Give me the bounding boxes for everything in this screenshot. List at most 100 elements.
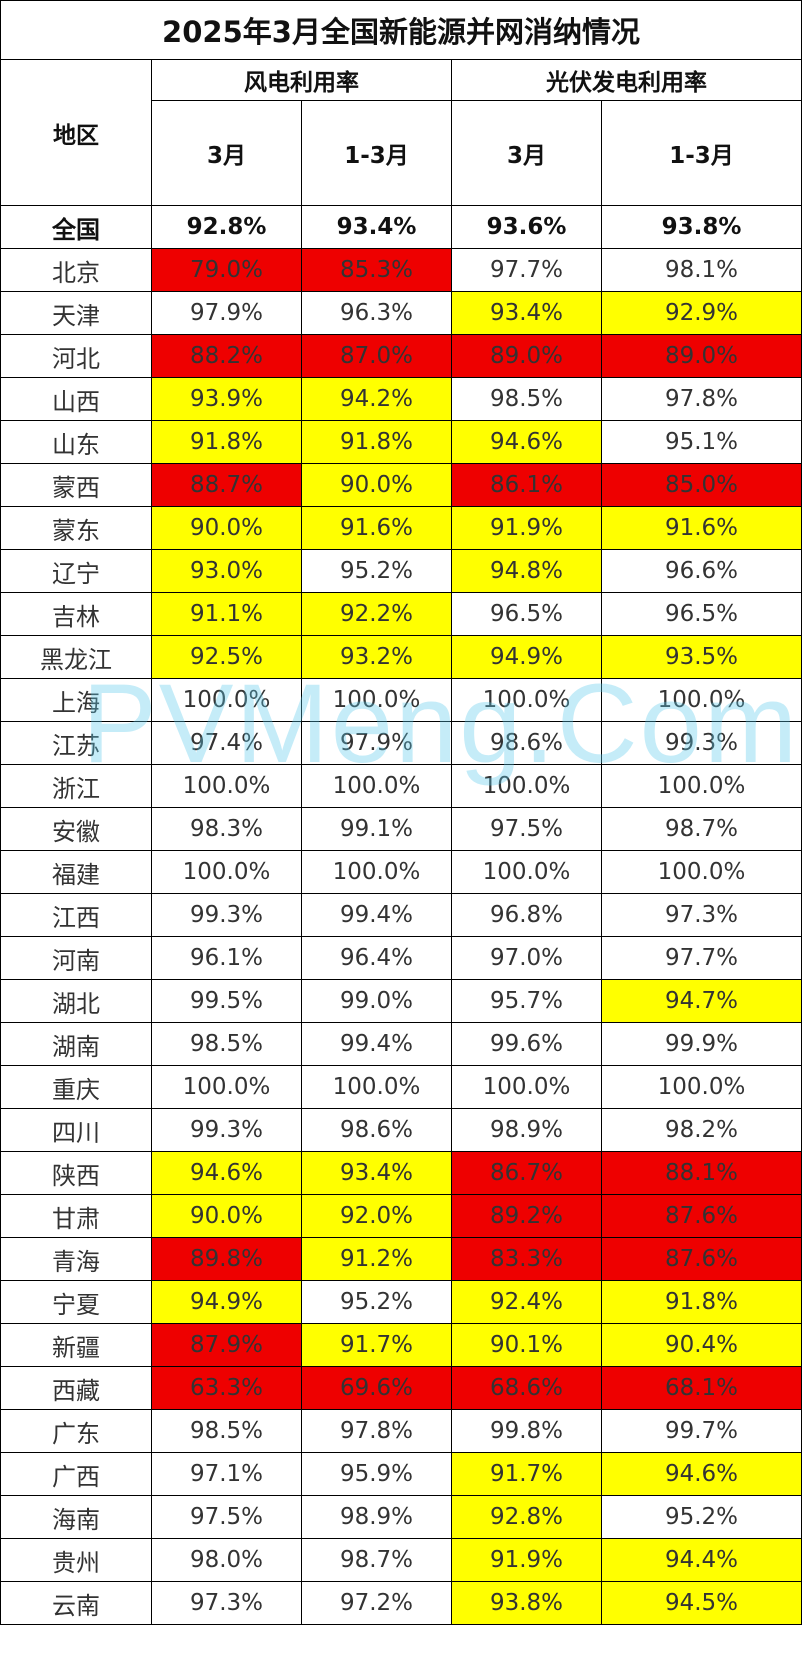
solar-jan-mar-cell: 94.4% [601,1538,802,1582]
wind-jan-mar-cell: 100.0% [301,1065,452,1109]
solar-march-cell: 91.7% [451,1452,602,1496]
region-cell: 安徽 [0,807,152,851]
table-row: 新疆 87.9% 91.7% 90.1% 90.4% [0,1323,802,1367]
table-row: 蒙东 90.0% 91.6% 91.9% 91.6% [0,506,802,550]
solar-jan-mar-cell: 94.7% [601,979,802,1023]
region-cell: 山西 [0,377,152,421]
solar-march-cell: 96.5% [451,592,602,636]
wind-jan-mar-cell: 100.0% [301,764,452,808]
wind-march-cell: 88.2% [151,334,302,378]
wind-march-cell: 93.0% [151,549,302,593]
wind-march-cell: 89.8% [151,1237,302,1281]
wind-march-cell: 97.3% [151,1581,302,1625]
wind-jan-mar-cell: 94.2% [301,377,452,421]
solar-march-cell: 99.8% [451,1409,602,1453]
solar-march-header: 3月 [451,100,602,206]
wind-march-cell: 79.0% [151,248,302,292]
wind-jan-mar-cell: 96.4% [301,936,452,980]
wind-jan-mar-cell: 91.2% [301,1237,452,1281]
wind-march-cell: 91.8% [151,420,302,464]
wind-march-cell: 97.4% [151,721,302,765]
solar-march-cell: 100.0% [451,1065,602,1109]
region-cell: 山东 [0,420,152,464]
region-cell: 重庆 [0,1065,152,1109]
region-cell: 黑龙江 [0,635,152,679]
table-row: 黑龙江 92.5% 93.2% 94.9% 93.5% [0,635,802,679]
wind-march-cell: 100.0% [151,678,302,722]
wind-jan-mar-cell: 91.6% [301,506,452,550]
wind-march-cell: 100.0% [151,850,302,894]
wind-march-cell: 98.0% [151,1538,302,1582]
solar-jan-mar-cell: 91.6% [601,506,802,550]
table-row: 山东 91.8% 91.8% 94.6% 95.1% [0,420,802,464]
wind-jan-mar-cell: 99.4% [301,1022,452,1066]
wind-jan-mar-cell: 93.4% [301,1151,452,1195]
region-cell: 天津 [0,291,152,335]
region-cell: 贵州 [0,1538,152,1582]
region-cell: 西藏 [0,1366,152,1410]
solar-jan-mar-cell: 97.8% [601,377,802,421]
solar-utilization-header: 光伏发电利用率 [451,59,802,101]
wind-march-cell: 93.9% [151,377,302,421]
solar-march-cell: 95.7% [451,979,602,1023]
wind-jan-mar-cell: 98.9% [301,1495,452,1539]
solar-march-cell: 83.3% [451,1237,602,1281]
region-cell: 江苏 [0,721,152,765]
region-cell: 甘肃 [0,1194,152,1238]
region-cell: 云南 [0,1581,152,1625]
solar-jan-mar-cell: 99.3% [601,721,802,765]
region-cell: 吉林 [0,592,152,636]
wind-jan-mar-cell: 93.2% [301,635,452,679]
wind-march-cell: 94.9% [151,1280,302,1324]
solar-jan-mar-cell: 87.6% [601,1194,802,1238]
wind-jan-mar-cell: 97.2% [301,1581,452,1625]
table-row: 山西 93.9% 94.2% 98.5% 97.8% [0,377,802,421]
solar-march-cell: 93.4% [451,291,602,335]
table-row: 吉林 91.1% 92.2% 96.5% 96.5% [0,592,802,636]
region-column-header: 地区 [0,59,152,206]
region-cell: 上海 [0,678,152,722]
solar-march-cell: 94.9% [451,635,602,679]
solar-jan-mar-cell: 100.0% [601,764,802,808]
solar-jan-mar-cell: 87.6% [601,1237,802,1281]
table-row: 宁夏 94.9% 95.2% 92.4% 91.8% [0,1280,802,1324]
table-row: 湖南 98.5% 99.4% 99.6% 99.9% [0,1022,802,1066]
solar-march-cell: 91.9% [451,506,602,550]
region-cell: 新疆 [0,1323,152,1367]
table-row: 上海 100.0% 100.0% 100.0% 100.0% [0,678,802,722]
solar-march-cell: 93.6% [451,205,602,249]
solar-march-cell: 97.0% [451,936,602,980]
table-row: 浙江 100.0% 100.0% 100.0% 100.0% [0,764,802,808]
table-row: 陕西 94.6% 93.4% 86.7% 88.1% [0,1151,802,1195]
wind-jan-mar-cell: 91.8% [301,420,452,464]
solar-jan-mar-cell: 97.3% [601,893,802,937]
solar-jan-mar-cell: 94.6% [601,1452,802,1496]
region-cell: 蒙东 [0,506,152,550]
wind-jan-mar-cell: 87.0% [301,334,452,378]
solar-march-cell: 86.1% [451,463,602,507]
table-row: 天津 97.9% 96.3% 93.4% 92.9% [0,291,802,335]
solar-jan-mar-cell: 98.1% [601,248,802,292]
solar-jan-mar-cell: 99.9% [601,1022,802,1066]
solar-jan-mar-cell: 68.1% [601,1366,802,1410]
table-row: 安徽 98.3% 99.1% 97.5% 98.7% [0,807,802,851]
table-title: 2025年3月全国新能源并网消纳情况 [0,0,802,60]
solar-march-cell: 100.0% [451,764,602,808]
region-cell: 青海 [0,1237,152,1281]
table-row: 云南 97.3% 97.2% 93.8% 94.5% [0,1581,802,1625]
solar-march-cell: 98.5% [451,377,602,421]
region-cell: 广西 [0,1452,152,1496]
solar-jan-mar-cell: 95.1% [601,420,802,464]
wind-march-cell: 88.7% [151,463,302,507]
wind-march-cell: 100.0% [151,1065,302,1109]
title-row: 2025年3月全国新能源并网消纳情况 [0,0,802,60]
table-row: 福建 100.0% 100.0% 100.0% 100.0% [0,850,802,894]
solar-jan-mar-cell: 94.5% [601,1581,802,1625]
region-cell: 北京 [0,248,152,292]
wind-utilization-header: 风电利用率 [151,59,452,101]
wind-march-cell: 99.5% [151,979,302,1023]
wind-jan-mar-cell: 98.6% [301,1108,452,1152]
table-row: 西藏 63.3% 69.6% 68.6% 68.1% [0,1366,802,1410]
solar-jan-mar-cell: 96.6% [601,549,802,593]
solar-jan-mar-cell: 100.0% [601,1065,802,1109]
